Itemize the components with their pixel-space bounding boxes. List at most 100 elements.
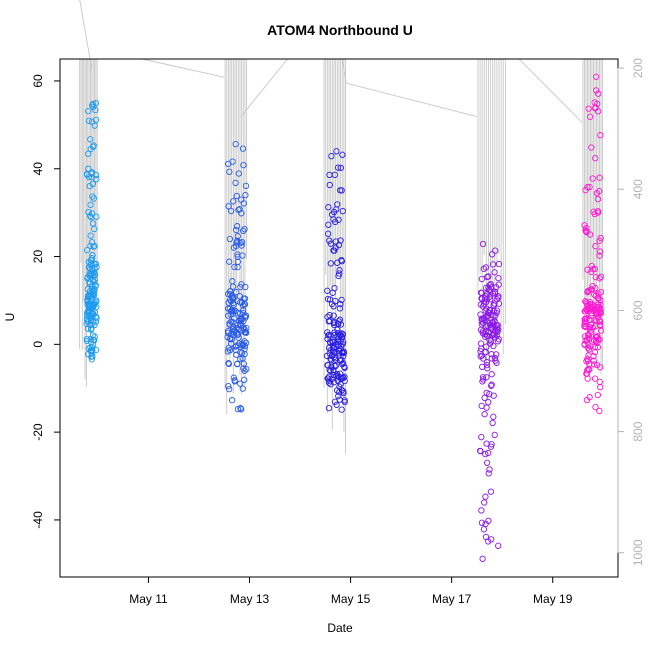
data-point: [491, 431, 498, 439]
data-point: [328, 363, 335, 370]
data-point: [486, 340, 494, 347]
data-point: [226, 235, 234, 243]
data-point: [334, 341, 341, 349]
data-point: [591, 316, 598, 323]
data-point: [236, 205, 243, 213]
data-point: [494, 338, 502, 345]
data-point: [326, 237, 333, 244]
data-point: [592, 334, 600, 341]
data-point: [483, 459, 491, 466]
data-point: [231, 315, 238, 322]
data-point: [489, 419, 496, 427]
data-point: [596, 364, 604, 371]
data-point: [91, 265, 98, 272]
data-point: [92, 298, 100, 305]
depth-segment: [142, 58, 225, 78]
data-point: [336, 305, 344, 312]
data-point: [233, 192, 240, 200]
data-point: [327, 367, 334, 375]
data-point: [325, 373, 333, 380]
data-point: [226, 288, 234, 295]
data-point: [88, 257, 95, 264]
data-point: [478, 507, 485, 514]
data-point: [581, 341, 588, 348]
data-point: [334, 320, 342, 327]
data-point: [596, 309, 604, 316]
data-point: [592, 403, 599, 411]
data-point: [327, 381, 334, 388]
x-axis-label: Date: [327, 621, 353, 635]
data-point: [233, 223, 241, 230]
data-point: [591, 375, 599, 382]
data-point: [589, 175, 596, 182]
data-point: [477, 289, 485, 296]
data-point: [334, 201, 341, 208]
data-point: [88, 118, 96, 125]
data-point: [91, 225, 98, 233]
data-point: [84, 286, 91, 293]
data-point: [83, 246, 91, 254]
data-point: [597, 305, 604, 313]
data-point: [482, 331, 489, 338]
data-point: [338, 386, 345, 394]
data-point: [482, 328, 489, 336]
data-point: [87, 261, 94, 269]
data-point: [87, 136, 94, 143]
data-point: [482, 264, 490, 271]
data-point: [324, 313, 331, 320]
data-point: [338, 356, 345, 363]
data-point: [495, 274, 502, 282]
data-point: [89, 102, 96, 109]
data-point: [90, 269, 97, 276]
data-point: [593, 190, 600, 197]
data-point: [339, 207, 346, 215]
data-point: [87, 145, 94, 153]
y-tick-label: 0: [31, 341, 45, 348]
data-point: [333, 401, 340, 408]
data-point: [337, 321, 345, 328]
data-point: [477, 353, 484, 360]
depth-segment: [346, 82, 478, 117]
data-point: [324, 287, 331, 294]
data-point: [338, 330, 345, 337]
y2-tick-label: 600: [631, 300, 645, 320]
data-point: [596, 248, 604, 255]
data-point: [87, 242, 94, 250]
data-point: [83, 335, 90, 343]
data-point: [493, 332, 500, 339]
data-point: [228, 292, 236, 299]
data-point: [230, 374, 237, 381]
data-point: [87, 232, 94, 239]
data-point: [326, 181, 333, 189]
data-point: [88, 285, 95, 293]
y2-tick-label: 1000: [631, 539, 645, 566]
data-point: [231, 377, 238, 384]
data-point: [583, 224, 590, 232]
data-point: [237, 321, 244, 328]
data-point: [495, 260, 503, 268]
data-point: [486, 307, 494, 314]
data-point: [234, 405, 242, 413]
data-point: [240, 365, 247, 372]
data-point: [596, 407, 603, 415]
data-point: [84, 298, 91, 305]
data-point: [326, 331, 333, 339]
data-point: [234, 251, 241, 258]
data-point: [477, 345, 485, 352]
data-point: [89, 100, 97, 108]
data-point: [239, 342, 246, 349]
data-point: [324, 375, 331, 382]
data-point: [88, 339, 95, 346]
data-point: [238, 406, 245, 413]
data-point: [331, 171, 339, 179]
data-point: [485, 273, 492, 280]
data-point: [583, 305, 590, 313]
data-point: [339, 349, 346, 356]
data-point: [481, 394, 488, 402]
data-point: [232, 242, 240, 250]
data-point: [86, 212, 94, 220]
data-point: [339, 360, 346, 368]
data-point: [337, 237, 344, 244]
data-point: [337, 345, 344, 353]
data-point: [229, 278, 236, 285]
